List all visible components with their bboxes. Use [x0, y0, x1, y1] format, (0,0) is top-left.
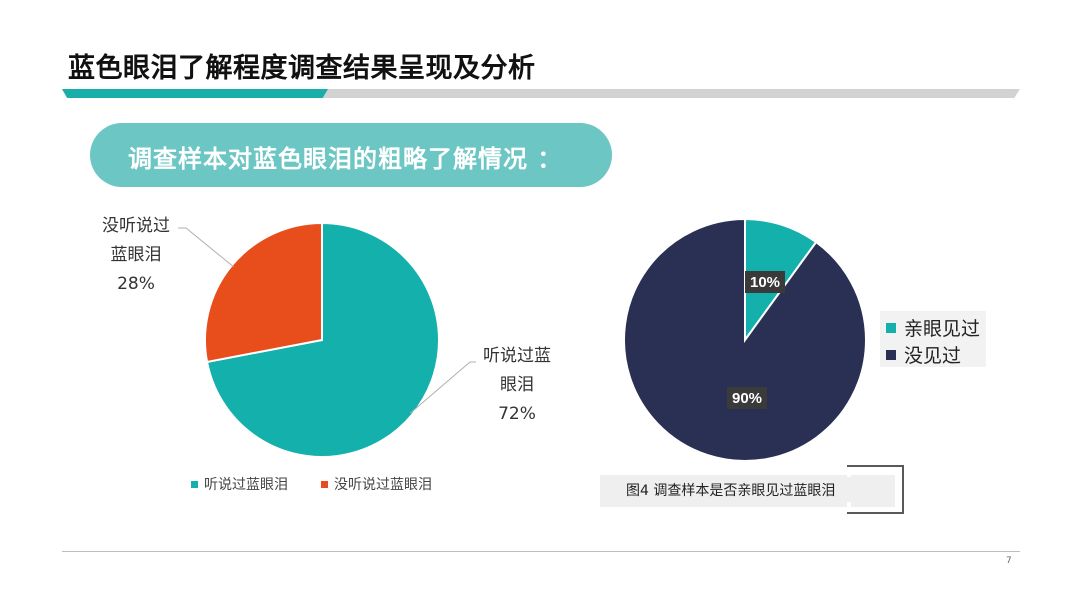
title-underline-bar [62, 89, 1020, 98]
pie2-slice-1 [623, 217, 867, 462]
pie2-data-label-text-1: 90% [732, 390, 762, 407]
pie2-data-label-1: 90% [727, 387, 767, 409]
caption-bracket-gap-top [847, 467, 851, 477]
slide-title: 蓝色眼泪了解程度调查结果呈现及分析 [68, 53, 536, 84]
pie1-slice-1 [204, 221, 323, 364]
pie2-data-label-text-0: 10% [750, 274, 780, 291]
pie1-legend-item-heard: 听说过蓝眼泪 [191, 474, 288, 494]
pie2-data-label-bg-0 [745, 271, 785, 293]
pie2-legend-label-seen: 亲眼见过 [904, 318, 981, 340]
footer-divider [62, 551, 1020, 552]
pie1-label-not-heard-line2: 蓝眼泪 [110, 245, 162, 265]
pie1-label-heard-pct: 72% [498, 404, 536, 424]
figure-caption: 图4 调查样本是否亲眼见过蓝眼泪 [600, 475, 895, 507]
caption-bracket-decoration [847, 465, 904, 514]
caption-bracket-gap-bottom [847, 502, 851, 512]
pie2-legend-label-not-seen: 没见过 [904, 345, 962, 367]
legend-swatch-seen [886, 322, 896, 333]
legend-swatch-not-heard [321, 480, 328, 488]
pie1-label-heard: 听说过蓝 眼泪 72% [472, 342, 562, 429]
pie1-label-not-heard-line1: 没听说过 [102, 216, 170, 236]
subtitle-text: 调查样本对蓝色眼泪的粗略了解情况 ： [128, 145, 563, 173]
pie1-label-heard-line2: 眼泪 [500, 375, 534, 395]
title-accent-bar [62, 89, 328, 98]
page-number: 7 [1006, 556, 1012, 566]
pie2-data-label-bg-1 [727, 387, 767, 409]
pie1-label-not-heard: 没听说过 蓝眼泪 28% [90, 212, 182, 299]
legend-swatch-not-seen [886, 349, 896, 360]
pie2-legend-box [880, 311, 986, 367]
legend-swatch-heard [191, 480, 198, 488]
pie1-label-not-heard-pct: 28% [117, 274, 155, 294]
subtitle-pill [90, 123, 612, 187]
pie1-leader-line-0 [178, 227, 234, 268]
pie2-legend-item-seen: 亲眼见过 [886, 314, 980, 341]
pie1-legend-label-not-heard: 没听说过蓝眼泪 [334, 477, 432, 493]
pie1-leader-line-1 [410, 361, 476, 414]
pie1-legend-item-not-heard: 没听说过蓝眼泪 [321, 474, 432, 494]
pie2-data-label-0: 10% [745, 271, 785, 293]
pie1-legend-label-heard: 听说过蓝眼泪 [204, 477, 288, 493]
pie2-legend-item-not-seen: 没见过 [886, 341, 961, 368]
pie1-label-heard-line1: 听说过蓝 [483, 346, 551, 366]
